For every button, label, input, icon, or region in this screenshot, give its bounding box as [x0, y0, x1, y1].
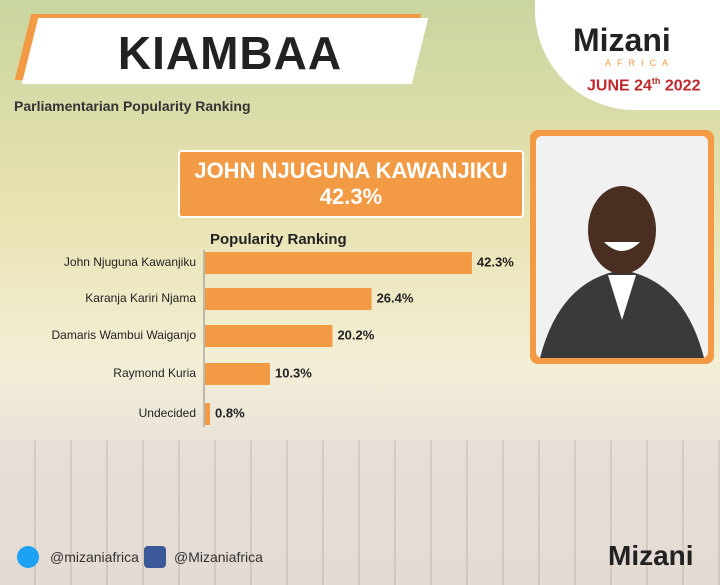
date: JUNE 24th 2022: [587, 76, 700, 95]
value-label: 42.3%: [477, 254, 514, 269]
bar: [205, 363, 270, 385]
floor: [0, 440, 720, 585]
highlight-name: JOHN NJUGUNA KAWANJIKU: [194, 158, 508, 183]
bar: [205, 403, 211, 425]
title: KIAMBAA: [117, 27, 343, 79]
footer-brand: Mizani: [608, 540, 694, 571]
bar: [205, 325, 333, 347]
category-label: Damaris Wambui Waiganjo: [52, 328, 197, 342]
highlight-box: JOHN NJUGUNA KAWANJIKU 42.3%: [178, 150, 524, 218]
photo: [536, 136, 708, 358]
twitter-icon: [17, 546, 39, 568]
category-label: Undecided: [139, 406, 196, 420]
bar: [205, 288, 372, 310]
date-main: JUNE 24: [587, 77, 652, 95]
photo-frame: [530, 130, 714, 364]
chart: Popularity Ranking John Njuguna Kawanjik…: [52, 231, 514, 427]
bar: [205, 252, 472, 274]
value-label: 20.2%: [337, 327, 374, 342]
value-label: 26.4%: [377, 290, 414, 305]
category-label: John Njuguna Kawanjiku: [64, 255, 196, 269]
category-label: Raymond Kuria: [113, 366, 196, 380]
brand-region: AFRICA: [605, 58, 675, 68]
subtitle: Parliamentarian Popularity Ranking: [14, 98, 251, 114]
date-suffix: th: [651, 76, 661, 86]
value-label: 10.3%: [275, 365, 312, 380]
date-year: 2022: [664, 77, 701, 95]
brand-badge: Mizani AFRICA JUNE 24th 2022: [535, 0, 720, 110]
twitter-handle: @mizaniafrica: [50, 549, 139, 565]
category-label: Karanja Kariri Njama: [85, 291, 196, 305]
value-label: 0.8%: [215, 405, 245, 420]
brand-name: Mizani: [573, 22, 671, 58]
highlight-share: 42.3%: [319, 184, 383, 209]
facebook-icon: [144, 546, 166, 568]
chart-title: Popularity Ranking: [210, 231, 347, 248]
facebook-handle: @Mizaniafrica: [174, 549, 263, 565]
